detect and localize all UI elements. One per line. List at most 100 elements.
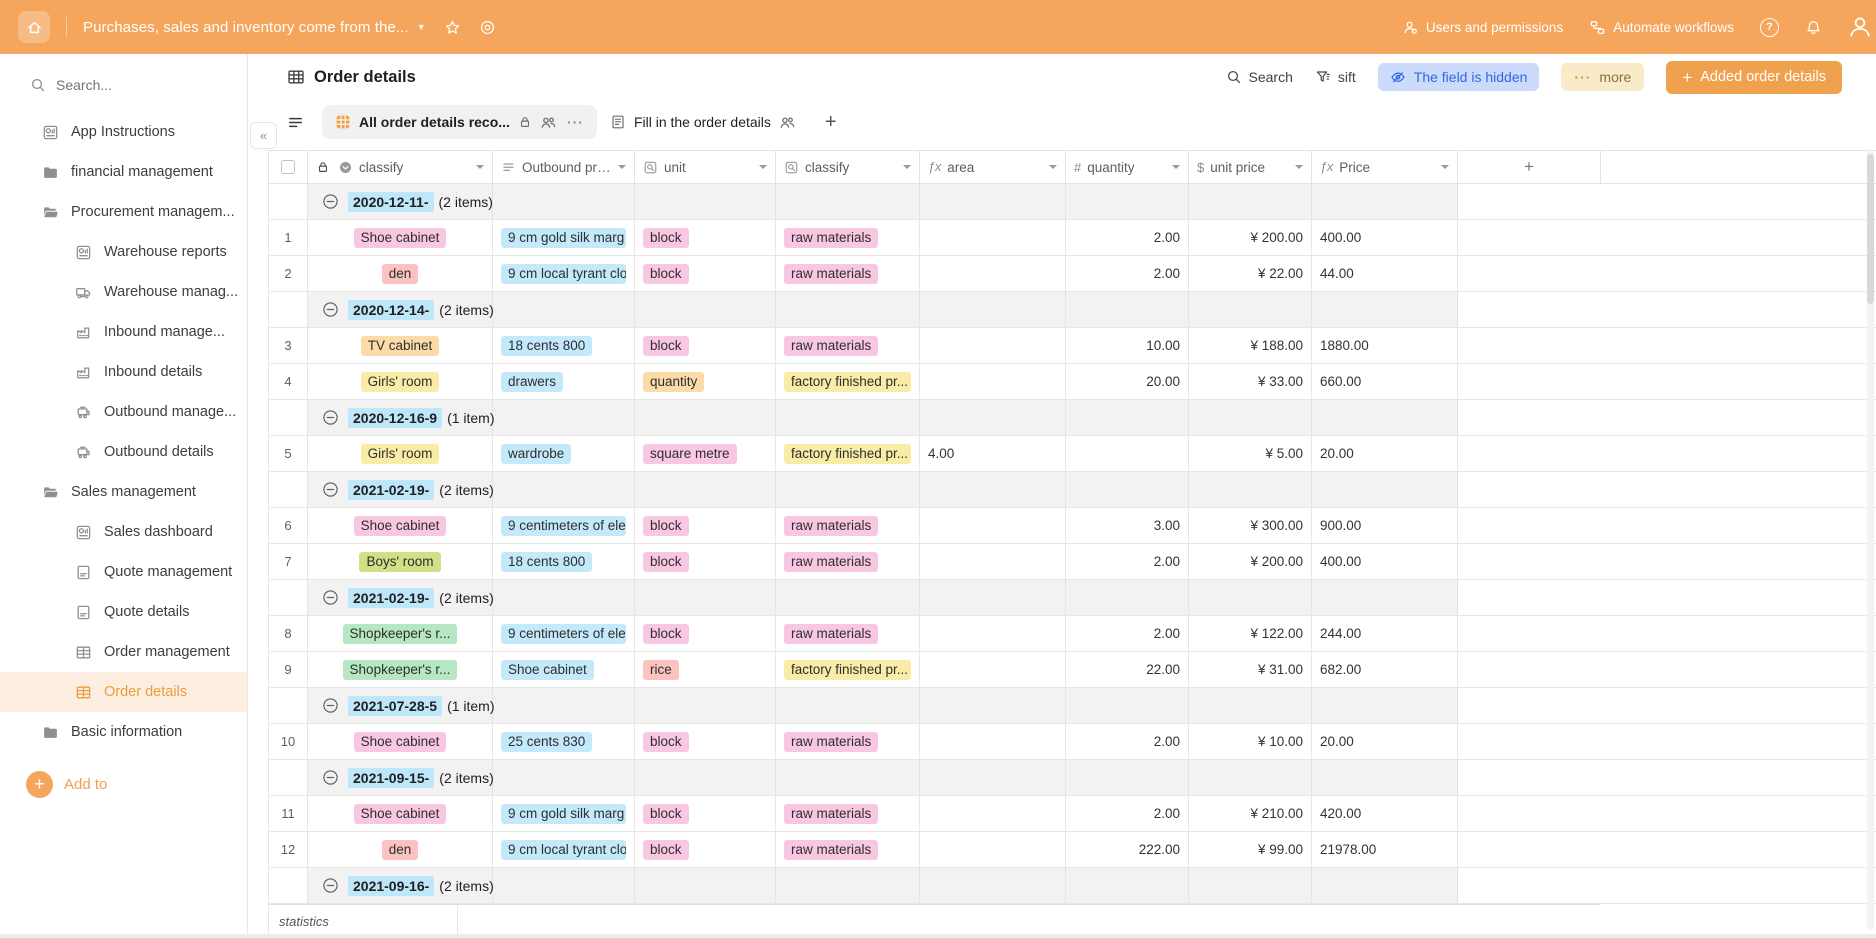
cell-classify-2[interactable]: raw materials [776,832,920,867]
cell-unit-price[interactable]: ¥ 99.00 [1189,832,1312,867]
cell-outbound-product[interactable]: drawers [493,364,635,399]
cell-outbound-product[interactable]: 25 cents 830 [493,724,635,759]
cell-classify[interactable]: Girls' room [308,436,493,471]
cell-classify-2[interactable]: raw materials [776,724,920,759]
collapse-group-icon[interactable] [322,481,339,498]
cell-unit-price[interactable]: ¥ 33.00 [1189,364,1312,399]
cell-classify[interactable]: Shopkeeper's r... [308,652,493,687]
cell-price[interactable]: 244.00 [1312,616,1458,651]
row-number-cell[interactable]: 8 [269,616,308,651]
sidebar-item-inbound-details[interactable]: Inbound details [0,352,247,392]
app-title[interactable]: Purchases, sales and inventory come from… [83,18,409,36]
users-permissions-button[interactable]: Users and permissions [1402,19,1563,36]
cell-classify-2[interactable]: factory finished pr... [776,652,920,687]
sidebar-item-order-details[interactable]: Order details [0,672,247,712]
home-button[interactable] [18,11,50,43]
cell-outbound-product[interactable]: 9 cm local tyrant clot [493,256,635,291]
collapse-group-icon[interactable] [322,877,339,894]
cell-area[interactable] [920,508,1066,543]
cell-classify-2[interactable]: raw materials [776,508,920,543]
sidebar-item-sales-dashboard[interactable]: Sales dashboard [0,512,247,552]
sidebar-item-inbound-manage[interactable]: Inbound manage... [0,312,247,352]
cell-price[interactable]: 420.00 [1312,796,1458,831]
cell-quantity[interactable]: 222.00 [1066,832,1189,867]
cell-price[interactable]: 682.00 [1312,652,1458,687]
cell-area[interactable] [920,616,1066,651]
column-dropdown-caret-icon[interactable] [1172,165,1180,169]
view-list-icon[interactable] [287,114,304,131]
column-header-area[interactable]: ƒx area [920,151,1066,183]
cell-price[interactable]: 400.00 [1312,544,1458,579]
cell-classify-2[interactable]: raw materials [776,256,920,291]
row-number-cell[interactable]: 2 [269,256,308,291]
cell-classify[interactable]: Boys' room [308,544,493,579]
cell-unit-price[interactable]: ¥ 22.00 [1189,256,1312,291]
cell-area[interactable] [920,796,1066,831]
cell-area[interactable] [920,652,1066,687]
cell-classify[interactable]: TV cabinet [308,328,493,363]
cell-classify[interactable]: Shoe cabinet [308,796,493,831]
tab-all-order-details[interactable]: All order details reco... ··· [322,105,597,139]
cell-unit[interactable]: block [635,724,776,759]
cell-classify[interactable]: Shoe cabinet [308,724,493,759]
column-dropdown-caret-icon[interactable] [1295,165,1303,169]
cell-area[interactable] [920,256,1066,291]
column-header-unit[interactable]: unit [635,151,776,183]
row-number-cell[interactable]: 7 [269,544,308,579]
column-header-quantity[interactable]: # quantity [1066,151,1189,183]
cell-classify-2[interactable]: raw materials [776,616,920,651]
cell-unit-price[interactable]: ¥ 300.00 [1189,508,1312,543]
sidebar-item-app-instructions[interactable]: App Instructions [0,112,247,152]
cell-unit[interactable]: block [635,544,776,579]
cell-quantity[interactable]: 2.00 [1066,256,1189,291]
cell-unit-price[interactable]: ¥ 31.00 [1189,652,1312,687]
cell-classify-2[interactable]: factory finished pr... [776,436,920,471]
cell-quantity[interactable]: 2.00 [1066,796,1189,831]
sidebar-item-basic-information[interactable]: Basic information [0,712,247,752]
cell-price[interactable]: 20.00 [1312,724,1458,759]
cell-outbound-product[interactable]: 18 cents 800 [493,544,635,579]
cell-outbound-product[interactable]: 9 cm gold silk marg [493,796,635,831]
cell-area[interactable] [920,544,1066,579]
cell-area[interactable] [920,220,1066,255]
cell-unit-price[interactable]: ¥ 122.00 [1189,616,1312,651]
collapse-group-icon[interactable] [322,409,339,426]
sidebar-item-warehouse-reports[interactable]: Warehouse reports [0,232,247,272]
collapse-group-icon[interactable] [322,697,339,714]
cell-classify-2[interactable]: raw materials [776,544,920,579]
sidebar-search[interactable] [30,70,227,100]
cell-unit-price[interactable]: ¥ 210.00 [1189,796,1312,831]
target-icon[interactable] [479,19,496,36]
cell-outbound-product[interactable]: 9 cm local tyrant clot [493,832,635,867]
cell-unit[interactable]: block [635,796,776,831]
cell-classify-2[interactable]: factory finished pr... [776,364,920,399]
tab-fill-in-order-details[interactable]: Fill in the order details [597,105,809,139]
cell-unit[interactable]: block [635,256,776,291]
cell-outbound-product[interactable]: 9 cm gold silk marg [493,220,635,255]
cell-quantity[interactable]: 20.00 [1066,364,1189,399]
cell-classify[interactable]: Shoe cabinet [308,508,493,543]
cell-classify[interactable]: Girls' room [308,364,493,399]
title-dropdown-caret-icon[interactable]: ▼ [416,22,426,32]
more-button[interactable]: ··· more [1561,63,1645,91]
column-dropdown-caret-icon[interactable] [476,165,484,169]
account-avatar-icon[interactable] [1848,15,1872,39]
cell-area[interactable]: 4.00 [920,436,1066,471]
sidebar-item-quote-details[interactable]: Quote details [0,592,247,632]
cell-classify-2[interactable]: raw materials [776,220,920,255]
cell-price[interactable]: 1880.00 [1312,328,1458,363]
row-number-cell[interactable]: 3 [269,328,308,363]
filter-button[interactable]: sift [1315,69,1356,85]
hidden-fields-button[interactable]: The field is hidden [1377,63,1540,91]
cell-unit-price[interactable]: ¥ 200.00 [1189,220,1312,255]
row-number-cell[interactable]: 9 [269,652,308,687]
column-header-unit-price[interactable]: $ unit price [1189,151,1312,183]
cell-unit[interactable]: block [635,832,776,867]
row-number-cell[interactable]: 6 [269,508,308,543]
cell-outbound-product[interactable]: wardrobe [493,436,635,471]
favorite-star-icon[interactable] [444,19,461,36]
sidebar-item-financial-management[interactable]: financial management [0,152,247,192]
cell-area[interactable] [920,364,1066,399]
collapse-group-icon[interactable] [322,301,339,318]
cell-area[interactable] [920,724,1066,759]
